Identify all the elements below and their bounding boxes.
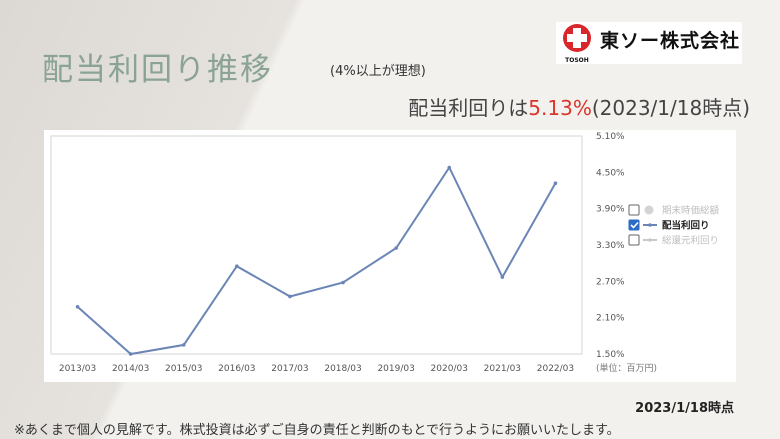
data-point	[235, 264, 239, 268]
data-point	[341, 280, 345, 285]
x-tick-label: 2014/03	[112, 364, 149, 374]
data-point	[553, 181, 558, 186]
y-tick-label: 5.10%	[596, 132, 625, 142]
tosoh-logo-icon: TOSOH	[563, 24, 591, 64]
legend-checkbox[interactable]	[628, 204, 640, 216]
headline-prefix: 配当利回りは	[408, 96, 529, 120]
x-tick-label: 2013/03	[59, 364, 96, 374]
yield-headline: 配当利回りは5.13%(2023/1/18時点)	[408, 92, 750, 121]
y-tick-label: 2.70%	[596, 277, 625, 287]
as-of-date: 2023/1/18時点	[635, 401, 734, 416]
unit-label: (単位：百万円)	[596, 362, 657, 374]
y-tick-label: 3.30%	[596, 241, 625, 251]
disclaimer: ※あくまで個人の見解です。株式投資は必ずご自身の責任と判断のもとで行うようにお願…	[14, 423, 620, 438]
data-point	[288, 294, 292, 299]
plot-area	[50, 135, 583, 355]
x-tick-label: 2017/03	[271, 364, 308, 374]
x-tick-label: 2021/03	[484, 364, 521, 374]
legend-marker-dot	[648, 223, 652, 227]
y-tick-label: 3.90%	[596, 205, 625, 215]
data-point	[181, 343, 186, 347]
legend-checkbox[interactable]	[628, 234, 640, 246]
x-tick-label: 2016/03	[218, 364, 255, 374]
y-tick-label: 1.50%	[596, 350, 625, 360]
page-subtitle: (4%以上が理想)	[330, 64, 426, 79]
y-tick-label: 4.50%	[596, 168, 625, 178]
x-tick-label: 2018/03	[324, 364, 361, 374]
headline-suffix: (2023/1/18時点)	[591, 96, 750, 120]
series-line	[76, 165, 557, 356]
check-icon	[630, 221, 639, 229]
chart-panel: 2013/03 2014/03 2015/03 2016/03 2017/03 2018/…	[44, 130, 736, 382]
data-point	[394, 246, 398, 250]
x-tick-label: 2022/03	[537, 364, 574, 374]
data-point	[75, 304, 80, 309]
legend-label[interactable]: 期末時価総額	[662, 205, 720, 217]
logo-company-name: 東ソー株式会社	[600, 30, 741, 52]
logo-sub-text: TOSOH	[565, 57, 589, 64]
legend-checkbox[interactable]	[628, 219, 640, 231]
x-tick-label: 2019/03	[377, 364, 414, 374]
y-tick-label: 2.10%	[596, 314, 625, 324]
x-tick-label: 2015/03	[165, 364, 202, 374]
legend-label[interactable]: 配当利回り	[662, 220, 710, 232]
legend-label[interactable]: 総還元利回り	[662, 235, 719, 247]
x-tick-label: 2020/03	[431, 364, 468, 374]
page-title: 配当利回り推移	[42, 52, 273, 88]
data-point	[128, 352, 133, 356]
dividend-yield-chart: 2013/03 2014/03 2015/03 2016/03 2017/03 2018/…	[50, 132, 720, 374]
headline-value: 5.13%	[528, 96, 592, 120]
legend-marker-icon	[644, 205, 654, 215]
company-logo: TOSOH 東ソー株式会社	[556, 22, 742, 64]
data-point	[447, 165, 452, 170]
legend-marker-dot	[648, 238, 652, 242]
data-point	[500, 275, 505, 279]
